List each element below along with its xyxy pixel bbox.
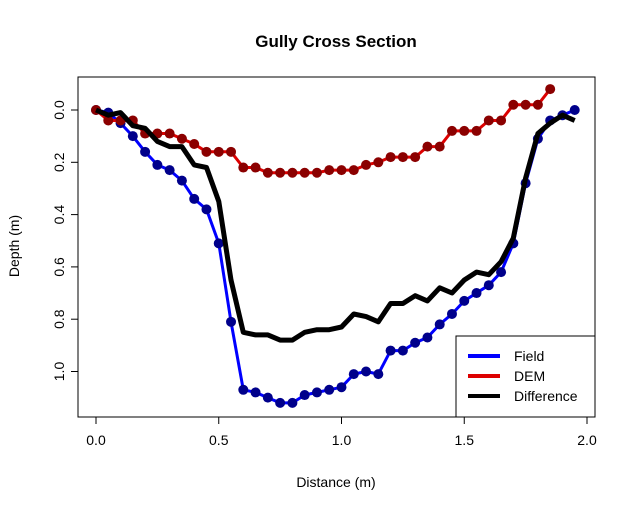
data-point-field [422, 332, 433, 343]
data-point-dem [373, 157, 384, 168]
data-point-dem [361, 159, 372, 170]
data-point-field [496, 267, 507, 278]
data-point-field [250, 387, 261, 398]
data-point-field [140, 146, 151, 157]
data-point-dem [299, 167, 310, 178]
data-point-field [213, 238, 224, 249]
y-tick-label: 0.0 [51, 100, 67, 120]
series-line-field [95, 108, 576, 405]
data-point-dem [201, 146, 212, 157]
data-point-field [238, 384, 249, 395]
data-point-dem [483, 115, 494, 126]
data-point-field [569, 105, 580, 115]
data-point-field [275, 397, 286, 408]
data-point-field [471, 288, 482, 299]
data-point-dem [226, 146, 237, 157]
data-point-dem [385, 152, 396, 163]
data-point-dem [410, 152, 421, 163]
data-point-dem [459, 125, 470, 136]
data-point-dem [545, 84, 556, 95]
data-point-dem [336, 165, 347, 176]
y-axis: 0.0 0.2 0.4 0.6 0.8 1.0 [51, 100, 78, 381]
data-point-field [483, 280, 494, 291]
data-point-dem [176, 133, 187, 144]
data-point-field [164, 165, 175, 176]
data-point-dem [103, 115, 114, 126]
data-point-dem [496, 115, 507, 126]
data-point-field [373, 369, 384, 380]
series-line-dem [95, 88, 552, 175]
y-tick-label: 0.4 [51, 205, 67, 225]
data-point-dem [422, 141, 433, 152]
x-tick-label: 1.5 [455, 432, 475, 448]
series-layer [91, 84, 580, 408]
data-point-field [262, 392, 273, 403]
data-point-field [287, 397, 298, 408]
data-point-field [311, 387, 322, 398]
data-point-dem [471, 125, 482, 136]
x-tick-label: 0.5 [209, 432, 229, 448]
data-point-field [201, 204, 212, 215]
legend-label-field: Field [514, 348, 544, 364]
data-point-field [152, 159, 163, 170]
y-tick-label: 0.8 [51, 309, 67, 329]
series-line-difference [95, 107, 576, 343]
data-point-dem [287, 167, 298, 178]
y-tick-label: 0.6 [51, 257, 67, 277]
x-axis-label: Distance (m) [296, 474, 375, 490]
data-point-field [127, 131, 138, 142]
legend: Field DEM Difference [455, 335, 596, 418]
data-point-dem [520, 99, 531, 110]
data-point-field [385, 345, 396, 356]
data-point-field [226, 316, 237, 327]
data-point-dem [250, 162, 261, 173]
data-point-field [176, 175, 187, 186]
x-tick-label: 1.0 [332, 432, 352, 448]
data-point-field [324, 384, 335, 395]
data-point-field [348, 369, 359, 380]
data-point-dem [446, 125, 457, 136]
data-point-field [299, 390, 310, 401]
x-tick-label: 2.0 [577, 432, 597, 448]
data-point-dem [238, 162, 249, 173]
data-point-field [434, 319, 445, 330]
legend-label-dem: DEM [514, 368, 545, 384]
data-point-field [189, 193, 200, 204]
data-point-field [336, 382, 347, 393]
data-point-dem [324, 165, 335, 176]
chart-title: Gully Cross Section [255, 32, 417, 51]
data-point-dem [397, 152, 408, 163]
y-tick-label: 0.2 [51, 152, 67, 172]
y-tick-label: 1.0 [51, 362, 67, 382]
data-point-dem [348, 165, 359, 176]
data-point-dem [262, 167, 273, 178]
data-point-dem [164, 128, 175, 139]
data-point-field [361, 366, 372, 377]
data-point-dem [434, 141, 445, 152]
data-point-dem [311, 167, 322, 178]
data-point-dem [189, 138, 200, 149]
data-point-dem [275, 167, 286, 178]
data-point-dem [508, 99, 519, 110]
x-tick-label: 0.0 [86, 432, 106, 448]
data-point-field [397, 345, 408, 356]
legend-label-difference: Difference [514, 388, 578, 404]
data-point-field [446, 308, 457, 319]
data-point-dem [532, 99, 543, 110]
data-point-field [459, 295, 470, 306]
data-point-field [410, 337, 421, 348]
data-point-dem [213, 146, 224, 157]
y-axis-label: Depth (m) [6, 215, 22, 277]
x-axis: 0.0 0.5 1.0 1.5 2.0 [86, 416, 597, 448]
